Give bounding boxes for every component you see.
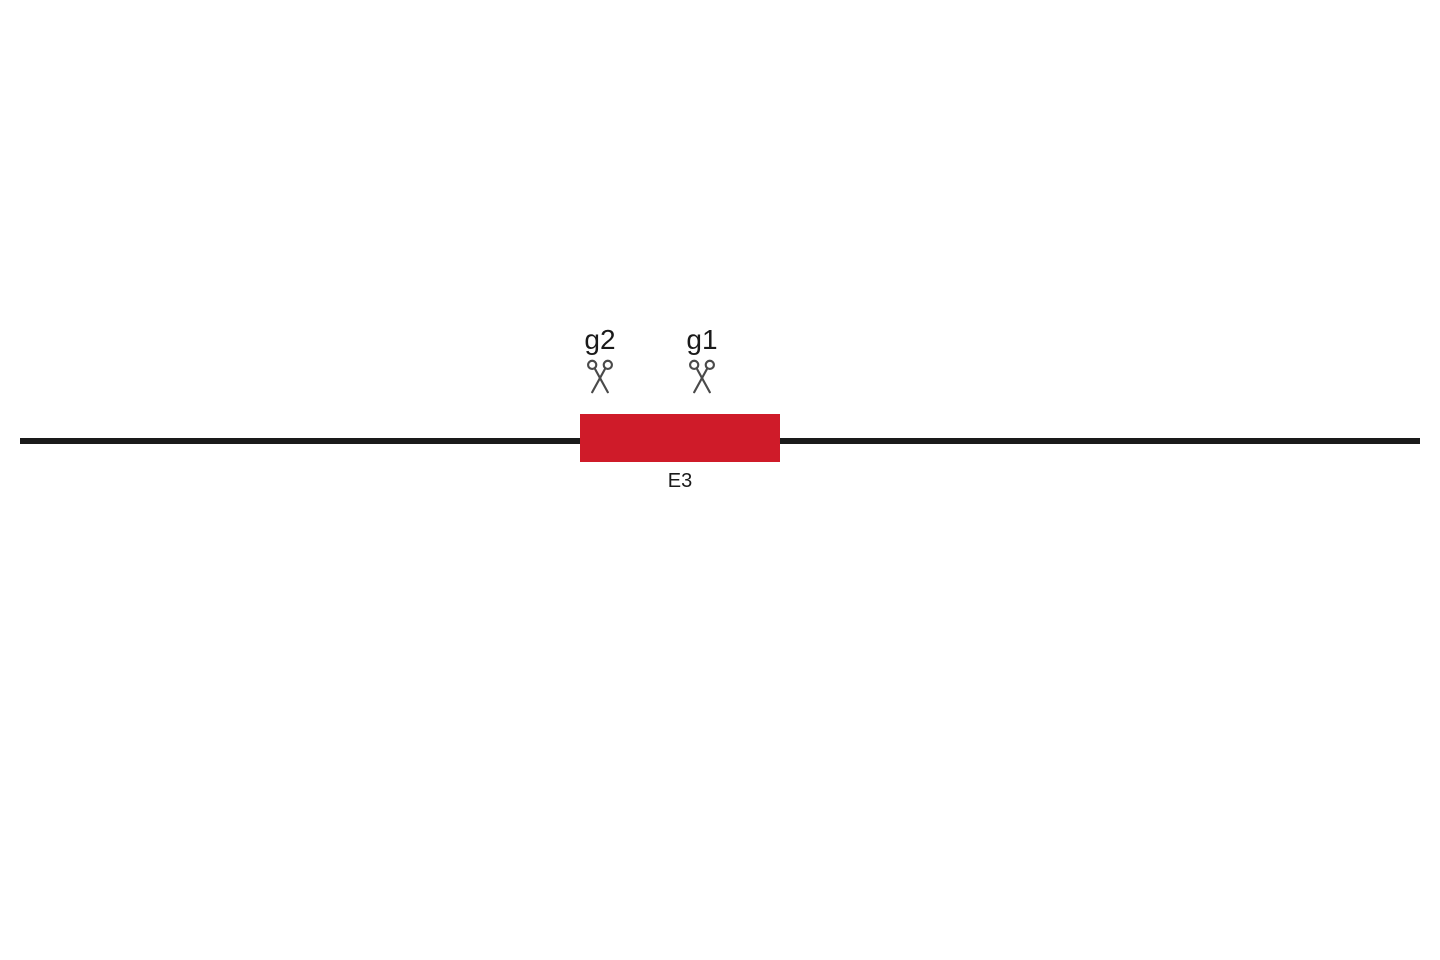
guide-label-g2: g2	[570, 324, 630, 356]
scissors-icon	[584, 359, 616, 399]
gene-line-left	[20, 438, 580, 444]
scissors-icon	[686, 359, 718, 399]
gene-editing-diagram: E3 g2 g1	[0, 0, 1440, 960]
exon-box	[580, 414, 780, 462]
exon-label: E3	[580, 470, 780, 493]
gene-line-right	[780, 438, 1420, 444]
guide-label-g1: g1	[672, 324, 732, 356]
